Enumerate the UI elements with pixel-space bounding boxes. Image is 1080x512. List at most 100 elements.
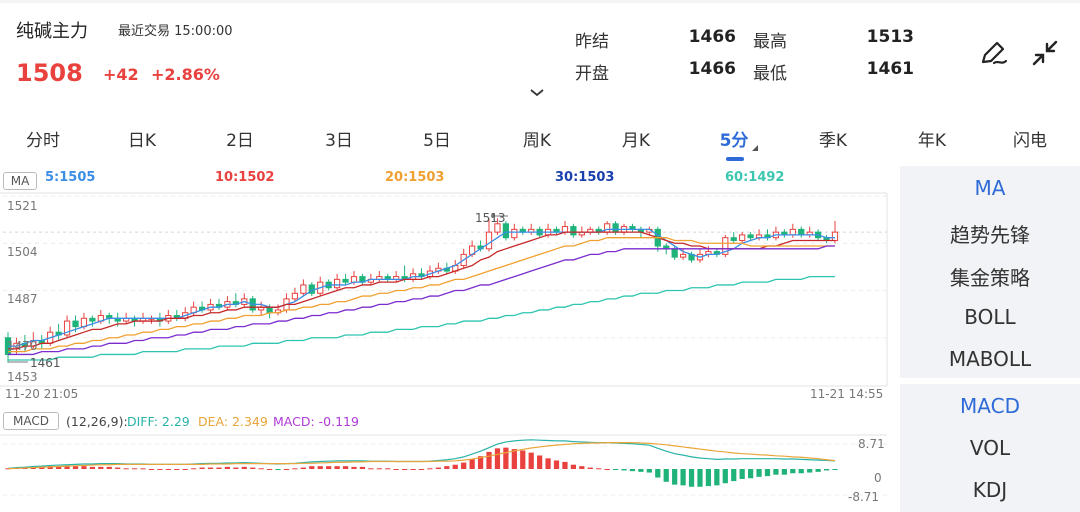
tab-daily-k[interactable]: 日K <box>127 131 157 151</box>
candle <box>63 320 71 336</box>
side-item-kdj[interactable]: KDJ <box>972 478 1008 502</box>
price-axis-label: 1453 <box>7 370 38 384</box>
side-item-macd[interactable]: MACD <box>960 394 1020 418</box>
macd-histogram-bar <box>47 466 53 469</box>
candle <box>266 306 273 314</box>
macd-histogram-bar <box>300 467 306 469</box>
macd-histogram-bar <box>292 468 298 470</box>
macd-histogram-bar <box>216 467 222 469</box>
side-item-vol[interactable]: VOL <box>969 436 1011 460</box>
tab-5min[interactable]: 5分 <box>719 131 749 151</box>
macd-histogram-bar <box>182 469 188 470</box>
tab-yearly-k[interactable]: 年K <box>917 131 947 151</box>
macd-histogram-bar <box>596 468 602 470</box>
macd-histogram-bar <box>503 447 509 469</box>
macd-histogram-bar <box>773 469 779 475</box>
candle <box>671 248 678 258</box>
price-axis-label: 1487 <box>7 292 38 306</box>
macd-histogram-bar <box>646 469 652 473</box>
macd-histogram-bar <box>106 466 112 469</box>
tab-flash[interactable]: 闪电 <box>1013 131 1047 151</box>
macd-histogram-bar <box>520 450 526 469</box>
candle <box>747 234 754 239</box>
candle <box>511 228 518 239</box>
macd-histogram-bar <box>714 469 720 486</box>
side-item-maboll[interactable]: MABOLL <box>948 347 1032 371</box>
candle <box>89 317 96 322</box>
tab-intraday[interactable]: 分时 <box>26 131 60 151</box>
last-trade-time: 最近交易 15:00:00 <box>118 24 233 39</box>
macd-histogram-bar <box>5 468 11 470</box>
indicator-side-panel: MA 趋势先锋 集金策略 BOLL MABOLL MACD VOL KDJ <box>900 166 1080 512</box>
macd-histogram-bar <box>64 466 70 469</box>
tab-3day[interactable]: 3日 <box>325 131 353 151</box>
macd-histogram-bar <box>157 469 163 470</box>
macd-histogram-bar <box>123 468 129 470</box>
side-item-gold-strategy[interactable]: 集金策略 <box>950 266 1030 290</box>
ma60-value: 60:1492 <box>725 170 785 185</box>
tab-5day[interactable]: 5日 <box>423 131 451 151</box>
top-divider <box>0 0 1080 3</box>
ma10-line <box>8 231 835 350</box>
tab-monthly-k[interactable]: 月K <box>621 131 651 151</box>
macd-histogram-bar <box>72 466 79 469</box>
collapse-fullscreen-icon[interactable] <box>1028 36 1062 70</box>
time-axis-start: 11-20 21:05 <box>5 387 79 401</box>
macd-histogram-bar <box>477 456 484 469</box>
macd-histogram-bar <box>494 448 501 469</box>
macd-histogram-bar <box>722 469 728 484</box>
macd-histogram-bar <box>823 469 830 471</box>
macd-histogram-bar <box>562 461 568 469</box>
price-axis-label: 1504 <box>7 245 38 259</box>
macd-histogram-bar <box>115 467 121 469</box>
macd-histogram-bar <box>832 469 838 470</box>
macd-histogram-bar <box>579 466 585 469</box>
price-change: +42 <box>103 65 139 84</box>
macd-histogram-bar <box>283 469 290 470</box>
period-dropdown-caret-icon[interactable] <box>752 145 758 151</box>
candle <box>502 223 510 239</box>
macd-histogram-bar <box>629 469 636 472</box>
prev-settle-label: 昨结 <box>575 32 609 52</box>
macd-histogram-bar <box>781 469 787 475</box>
tab-2day[interactable]: 2日 <box>226 131 254 151</box>
macd-histogram-bar <box>731 469 737 482</box>
price-chart[interactable] <box>0 0 900 512</box>
expand-chevron-icon[interactable] <box>528 88 546 98</box>
low-marker-label: 1461 <box>30 356 61 370</box>
ma30-value: 30:1503 <box>555 170 615 185</box>
macd-histogram-bar <box>385 468 391 470</box>
active-tab-indicator <box>726 157 744 161</box>
dea-line <box>7 442 836 470</box>
macd-histogram-bar <box>604 469 610 470</box>
macd-histogram-bar <box>351 466 357 469</box>
macd-histogram-bar <box>807 469 813 473</box>
high-marker-dot <box>491 214 496 218</box>
macd-indicator-badge[interactable]: MACD <box>3 412 59 430</box>
macd-histogram-bar <box>81 466 87 469</box>
candle <box>485 231 493 250</box>
draw-pen-icon[interactable] <box>976 36 1010 70</box>
tab-quarterly-k[interactable]: 季K <box>818 131 848 151</box>
ma20-line <box>8 237 835 353</box>
macd-histogram-bar <box>697 469 703 487</box>
macd-histogram-bar <box>418 469 425 470</box>
macd-histogram-bar <box>258 468 264 470</box>
side-item-ma[interactable]: MA <box>974 176 1006 200</box>
macd-histogram-bar <box>680 469 686 486</box>
candle <box>72 320 79 328</box>
macd-axis-label: 0 <box>874 471 882 485</box>
candle <box>291 292 299 300</box>
side-item-boll[interactable]: BOLL <box>964 305 1016 329</box>
ma-indicator-badge[interactable]: MA <box>3 172 37 190</box>
macd-histogram-bar <box>553 460 560 469</box>
period-tabs: 分时 日K 2日 3日 5日 周K 月K 5分 季K 年K 闪电 <box>0 118 1080 166</box>
macd-histogram-bar <box>511 449 517 469</box>
side-item-trend-pioneer[interactable]: 趋势先锋 <box>950 223 1030 247</box>
tab-weekly-k[interactable]: 周K <box>522 131 552 151</box>
ma20-value: 20:1503 <box>385 170 445 185</box>
macd-params: (12,26,9): <box>66 414 128 429</box>
macd-histogram-bar <box>376 468 382 470</box>
ma60-line <box>8 275 835 361</box>
price-axis-label: 1470 <box>7 339 38 353</box>
